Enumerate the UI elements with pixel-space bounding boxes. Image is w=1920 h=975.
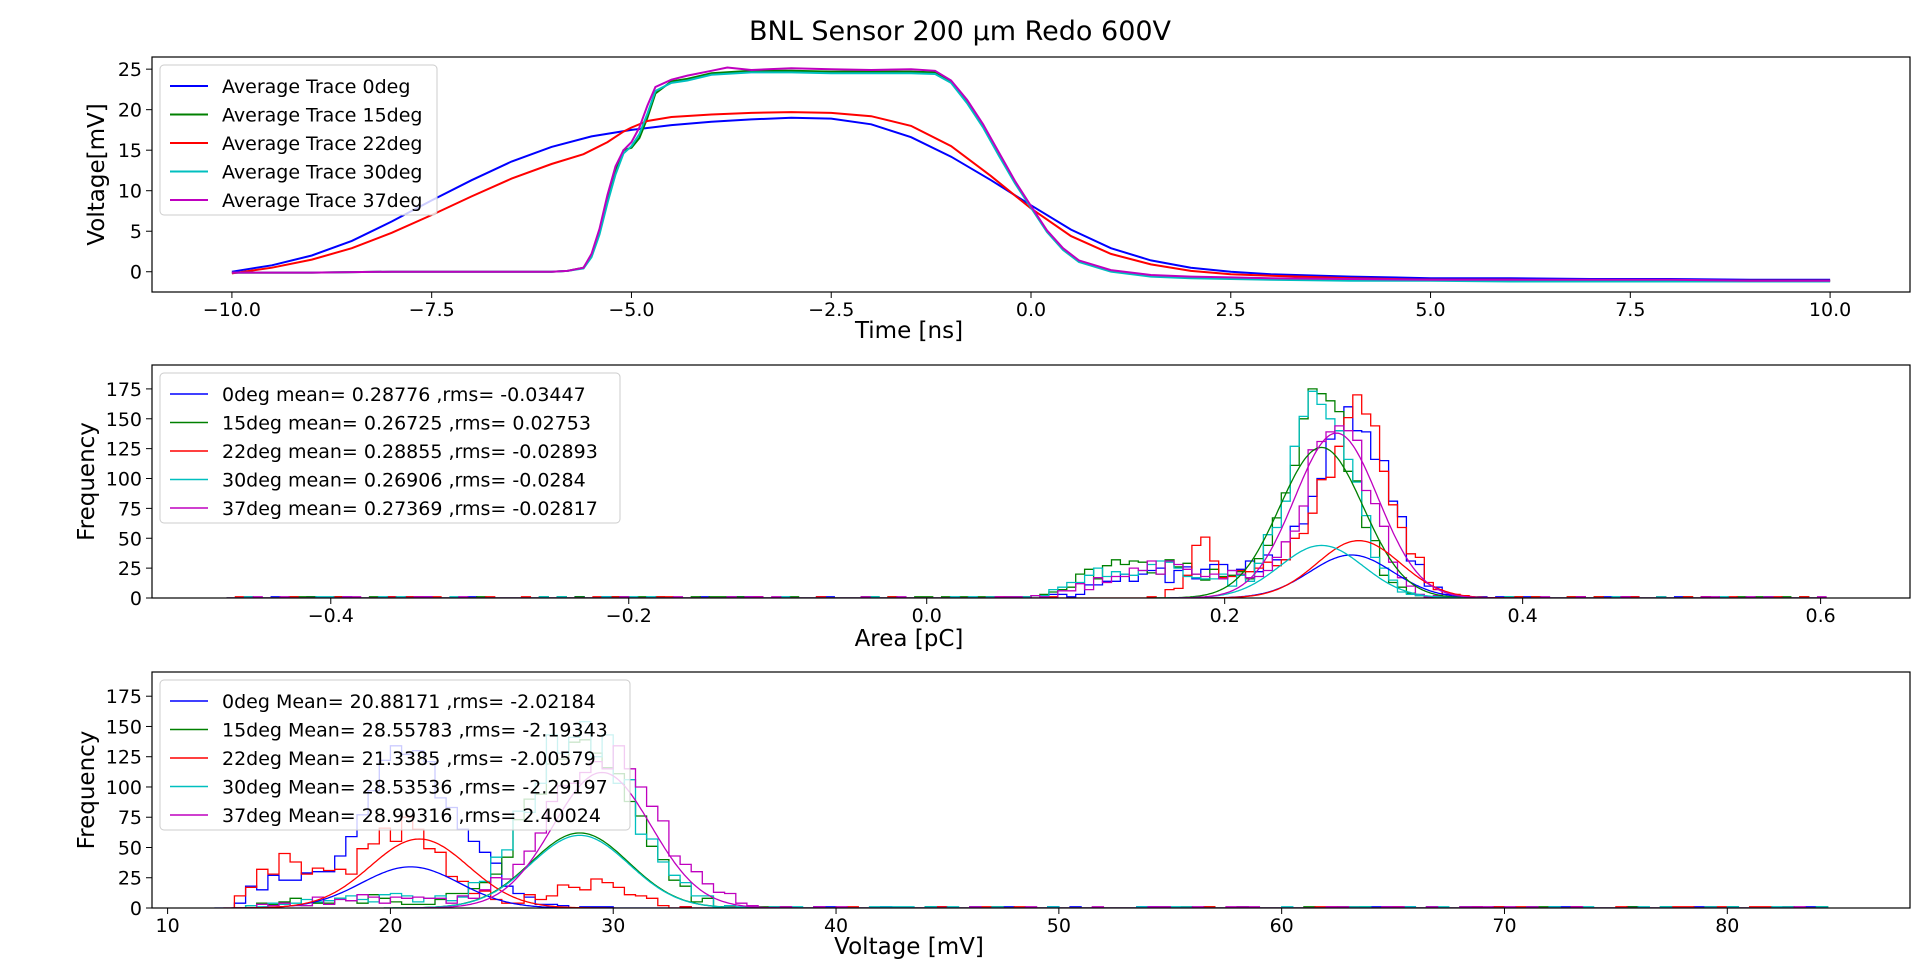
y-tick-label: 175 [106,686,142,708]
plot-area [231,66,1831,283]
histogram-37deg [226,425,1827,598]
x-tick-label: 20 [378,915,402,937]
series-line-0deg [231,116,1831,281]
legend-label-0deg: Average Trace 0deg [222,76,410,98]
legend-label-37deg: 37deg mean= 0.27369 ,rms= -0.02817 [222,498,598,520]
gaussian-fit-22deg [223,838,616,908]
y-tick-label: 25 [118,59,142,81]
histogram-22deg [233,816,1828,908]
x-tick-label: −7.5 [409,299,455,321]
y-tick-label: 150 [106,716,142,738]
series-line-30deg [231,71,1831,283]
x-tick-label: −5.0 [608,299,654,321]
x-tick-label: 10 [156,915,180,937]
gaussian-fit-15deg [1154,446,1489,598]
legend-label-15deg: 15deg mean= 0.26725 ,rms= 0.02753 [222,413,591,435]
y-axis-label: Voltage[mV] [84,103,110,245]
area-histogram-panel: −0.4 −0.2 0.0 0.2 0.4 0.6 0 25 50 75 100 125 150 175 A… [74,364,1911,652]
gaussian-fit-0deg [214,866,607,908]
gaussian-fit-37deg [1169,432,1504,598]
legend-label-37deg: 37deg Mean= 28.99316 ,rms= 2.40024 [222,805,601,827]
y-tick-label: 50 [118,528,142,550]
legend-box [159,64,438,216]
x-tick-label: −0.4 [308,605,354,627]
histogram-30deg [226,390,1827,598]
legend-label-0deg: 0deg Mean= 20.88171 ,rms= -2.02184 [222,691,596,713]
y-tick-label: 25 [118,558,142,580]
y-axis-label: Frequency [74,422,100,541]
legend-label-22deg: 22deg mean= 0.28855 ,rms= -0.02893 [222,441,598,463]
gaussian-fit-30deg [383,834,776,908]
y-tick-label: 100 [106,777,142,799]
gaussian-fit-22deg [1191,539,1526,598]
axes-frame [151,671,1911,909]
y-tick-label: 0 [130,588,142,610]
x-tick-label: 10.0 [1809,299,1851,321]
y-tick-label: 175 [106,379,142,401]
legend-box [159,372,621,524]
legend-label-15deg: Average Trace 15deg [222,105,423,127]
legend-label-15deg: 15deg Mean= 28.55783 ,rms= -2.19343 [222,720,608,742]
x-tick-label: 50 [1047,915,1071,937]
y-axis-label: Frequency [74,731,100,850]
legend-label-30deg: 30deg mean= 0.26906 ,rms= -0.0284 [222,470,586,492]
legend-label-22deg: Average Trace 22deg [222,133,423,155]
legend-label-22deg: 22deg Mean= 21.3385 ,rms= -2.00579 [222,748,596,770]
x-tick-label: 0.2 [1210,605,1240,627]
x-tick-label: 5.0 [1415,299,1445,321]
legend-label-30deg: 30deg Mean= 28.53536 ,rms= -2.29197 [222,777,608,799]
axes-frame [151,364,1911,599]
x-tick-label: 60 [1270,915,1294,937]
x-tick-label: 0.4 [1508,605,1538,627]
x-tick-label: 0.0 [912,605,942,627]
x-tick-label: 80 [1715,915,1739,937]
series-line-15deg [231,69,1831,282]
figure-title: BNL Sensor 200 µm Redo 600V [749,16,1172,47]
y-tick-label: 75 [118,498,142,520]
voltage-histogram-panel: 10 20 30 40 50 60 70 80 0 25 50 75 100 125 150 175 Volta… [74,671,1911,960]
x-axis-label: Time [ns] [854,318,963,344]
y-tick-label: 150 [106,409,142,431]
y-tick-label: 5 [130,221,142,243]
x-tick-label: 30 [601,915,625,937]
y-tick-label: 50 [118,837,142,859]
x-tick-label: −2.5 [808,299,854,321]
legend-label-37deg: Average Trace 37deg [222,190,423,212]
series-line-37deg [231,66,1831,282]
y-tick-label: 0 [130,898,142,920]
y-tick-label: 10 [118,181,142,203]
x-axis-label: Voltage [mV] [834,934,984,960]
legend-label-0deg: 0deg mean= 0.28776 ,rms= -0.03447 [222,384,586,406]
y-tick-label: 75 [118,807,142,829]
y-tick-label: 100 [106,469,142,491]
y-tick-label: 20 [118,100,142,122]
x-tick-label: 2.5 [1216,299,1246,321]
x-tick-label: 0.0 [1016,299,1046,321]
y-tick-label: 0 [130,262,142,284]
legend-box [159,679,631,831]
y-tick-label: 15 [118,140,142,162]
x-tick-label: 70 [1492,915,1516,937]
x-tick-label: 0.6 [1806,605,1836,627]
x-axis-label: Area [pC] [855,626,964,652]
x-tick-label: 40 [824,915,848,937]
x-tick-label: 7.5 [1615,299,1645,321]
trace-panel: −10.0 −7.5 −5.0 −2.5 0.0 2.5 5.0 7.5 10.0 0 5 10 15 2… [84,56,1911,344]
legend-label-30deg: Average Trace 30deg [222,162,423,184]
x-tick-label: −10.0 [203,299,261,321]
y-tick-label: 125 [106,439,142,461]
series-line-22deg [231,111,1831,282]
gaussian-fit-15deg [383,832,776,908]
x-tick-label: −0.2 [606,605,652,627]
y-tick-label: 25 [118,868,142,890]
y-tick-label: 125 [106,747,142,769]
